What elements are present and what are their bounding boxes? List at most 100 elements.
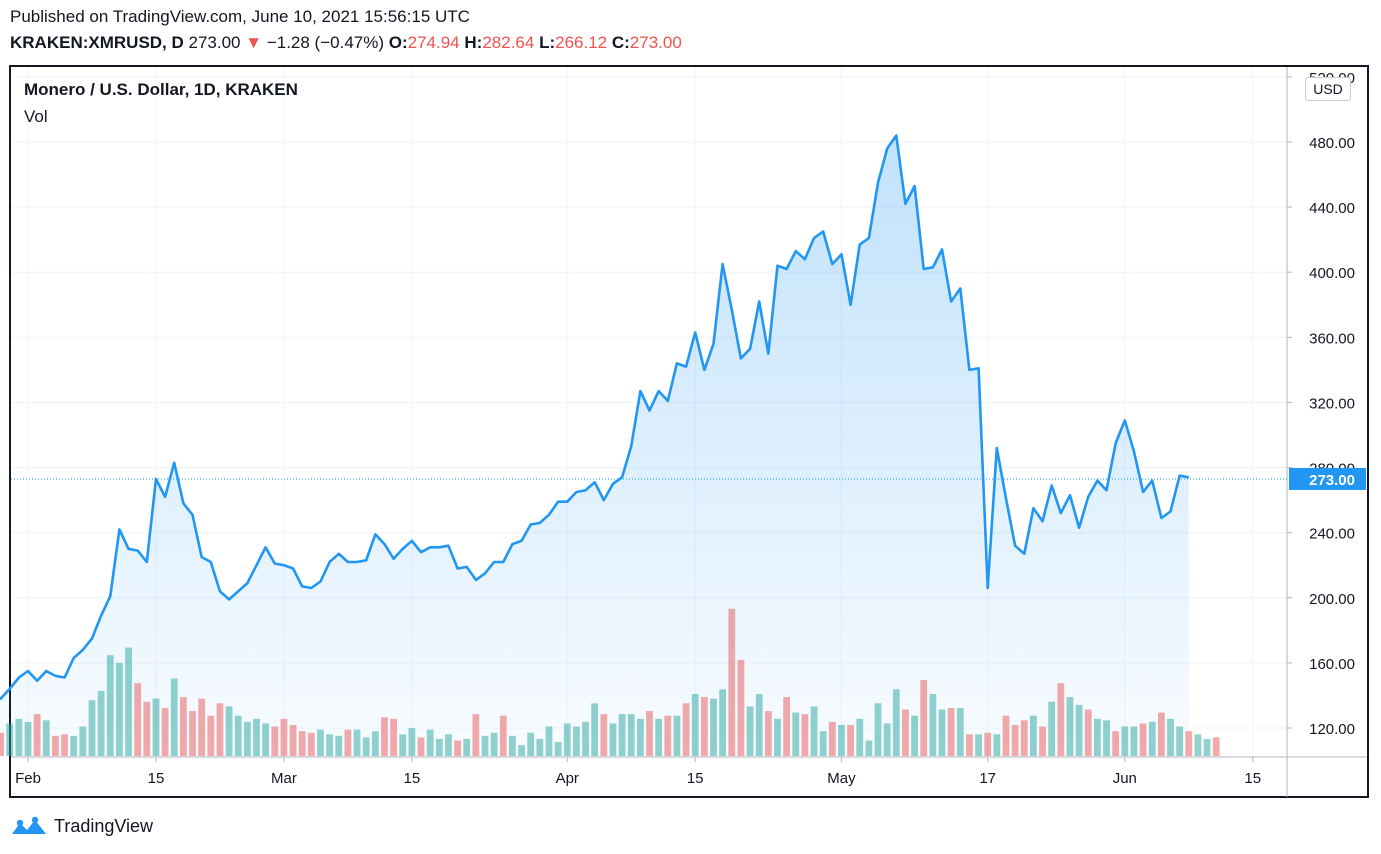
price-point <box>136 549 138 551</box>
price-point <box>721 263 723 265</box>
price-axis[interactable]: 120.00160.00200.00240.00280.00320.00360.… <box>1286 67 1355 797</box>
x-tick-label: Apr <box>556 770 579 787</box>
price-point <box>868 237 870 239</box>
price-point <box>182 502 184 504</box>
open-value: 274.94 <box>407 33 460 52</box>
price-point <box>210 561 212 563</box>
price-point <box>566 501 568 503</box>
y-tick-label: 440.00 <box>1309 200 1355 217</box>
last-price: 273.00 <box>188 33 241 52</box>
price-point <box>246 582 248 584</box>
price-point <box>411 540 413 542</box>
price-point <box>1005 497 1007 499</box>
volume-bar <box>1203 738 1211 756</box>
last-price-label: 273.00 <box>1309 472 1355 489</box>
y-tick-label: 160.00 <box>1309 656 1355 673</box>
price-point <box>630 445 632 447</box>
price-point <box>923 268 925 270</box>
price-point <box>932 266 934 268</box>
price-point <box>941 248 943 250</box>
close-value: 273.00 <box>629 33 682 52</box>
price-point <box>612 483 614 485</box>
price-point <box>219 590 221 592</box>
price-point <box>18 676 20 678</box>
x-tick-label: May <box>827 770 856 787</box>
price-point <box>1105 489 1107 491</box>
price-point <box>1151 479 1153 481</box>
price-point <box>987 587 989 589</box>
price-point <box>776 265 778 267</box>
price-point <box>886 147 888 149</box>
y-tick-label: 320.00 <box>1309 395 1355 412</box>
price-point <box>292 567 294 569</box>
open-label: O: <box>388 33 408 52</box>
y-tick-label: 480.00 <box>1309 135 1355 152</box>
footer-brand[interactable]: TradingView <box>10 812 153 840</box>
price-point <box>959 287 961 289</box>
price-point <box>420 551 422 553</box>
price-point <box>475 579 477 581</box>
volume-legend: Vol <box>24 107 48 126</box>
price-point <box>484 572 486 574</box>
price-point <box>1114 442 1116 444</box>
price-point <box>383 543 385 545</box>
price-area-fill <box>0 135 1189 757</box>
price-point <box>173 461 175 463</box>
y-tick-label: 240.00 <box>1309 526 1355 543</box>
x-tick-label: 17 <box>979 770 996 787</box>
price-point <box>447 544 449 546</box>
price-point <box>767 352 769 354</box>
tradingview-logo-icon <box>12 816 46 834</box>
price-point <box>1178 474 1180 476</box>
price-point <box>328 561 330 563</box>
price-point <box>228 598 230 600</box>
price-point <box>859 243 861 245</box>
price-point <box>639 390 641 392</box>
price-point <box>392 558 394 560</box>
y-tick-label: 120.00 <box>1309 721 1355 738</box>
close-label: C: <box>611 33 630 52</box>
time-axis[interactable]: Feb 15 Mar 15 Apr 15 May 17 Jun 15 <box>11 756 1367 787</box>
price-point <box>73 657 75 659</box>
last-price-marker: 273.00 <box>11 467 1366 490</box>
price-point <box>100 614 102 616</box>
price-point <box>1041 520 1043 522</box>
price-point <box>1169 510 1171 512</box>
price-point <box>347 561 349 563</box>
price-point <box>520 540 522 542</box>
price-point <box>264 546 266 548</box>
price-point <box>977 367 979 369</box>
price-point <box>1160 517 1162 519</box>
price-point <box>849 304 851 306</box>
ticker-line: KRAKEN:XMRUSD, D 273.00 ▼ −1.28 (−0.47%)… <box>10 33 682 53</box>
price-point <box>804 258 806 260</box>
price-point <box>27 670 29 672</box>
price-point <box>968 369 970 371</box>
price-point <box>1069 494 1071 496</box>
price-point <box>1188 476 1190 478</box>
low-value: 266.12 <box>555 33 608 52</box>
price-point <box>9 688 11 690</box>
price-point <box>648 409 650 411</box>
price-point <box>45 670 47 672</box>
chart-frame <box>9 65 1369 798</box>
price-point <box>1078 527 1080 529</box>
price-point <box>255 564 257 566</box>
price-point <box>831 263 833 265</box>
price-point <box>356 561 358 563</box>
price-point <box>502 561 504 563</box>
price-point <box>456 567 458 569</box>
price-point <box>1014 544 1016 546</box>
price-point <box>1087 496 1089 498</box>
price-point <box>758 300 760 302</box>
currency-button[interactable]: USD <box>1305 77 1351 101</box>
price-point <box>895 134 897 136</box>
change-down-icon: ▼ <box>245 33 263 52</box>
x-tick-label: Mar <box>271 770 297 787</box>
price-point <box>1060 512 1062 514</box>
x-tick-label: 15 <box>148 770 165 787</box>
price-point <box>429 546 431 548</box>
price-point <box>1023 553 1025 555</box>
price-point <box>109 595 111 597</box>
